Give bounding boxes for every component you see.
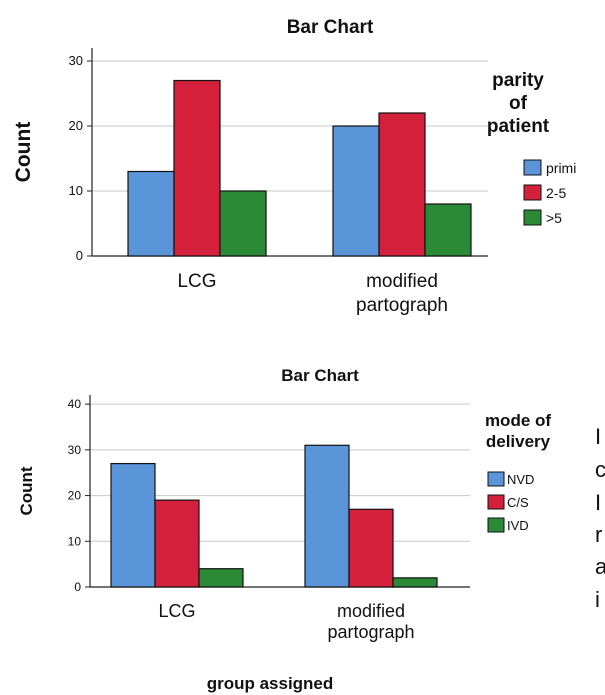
bar-IVD-2 [392, 577, 438, 588]
bar-25-2 [378, 112, 426, 257]
legend-swatch [487, 494, 505, 510]
x-category-label-line: LCG [177, 271, 216, 292]
bar-CS-1 [154, 499, 200, 588]
legend-label: NVD [507, 472, 534, 487]
edge-text-fragment: I [595, 490, 601, 515]
legend-swatch [523, 209, 542, 226]
bar-chart-2: Bar Chart 0 10 20 30 40 LCG modified partograph C… [17, 366, 551, 693]
y-tick-label: 10 [68, 534, 82, 548]
bar-IVD-1 [198, 568, 244, 588]
x-category-label-line: modified [366, 271, 438, 292]
legend-title: parity of patient [487, 70, 550, 137]
y-tick-label: 10 [69, 183, 83, 198]
bar-primi-2 [332, 125, 380, 257]
bar-primi-1 [127, 170, 175, 257]
x-category-label: modified partograph [356, 271, 448, 316]
x-category-label-line: modified [337, 601, 405, 621]
bar-5-1 [219, 190, 267, 257]
y-tick-label: 0 [76, 248, 83, 263]
legend-title: mode of delivery [485, 411, 551, 451]
legend-label: 2-5 [546, 185, 566, 201]
bar-5-2 [424, 203, 472, 257]
bar-NVD-1 [110, 462, 156, 588]
legend-swatch [523, 159, 542, 176]
y-tick-label: 30 [69, 53, 83, 68]
y-tick-label: 20 [68, 489, 82, 503]
legend-swatch [523, 184, 542, 201]
legend-swatch [487, 471, 505, 487]
y-tick-label: 30 [68, 443, 82, 457]
edge-text-fragment: a [595, 554, 605, 579]
bar-25-1 [173, 79, 221, 257]
x-category-label: modified partograph [327, 601, 414, 642]
legend-swatch [487, 517, 505, 533]
legend-title-line: mode of [485, 411, 551, 430]
legend-label: C/S [507, 495, 529, 510]
chart-title: Bar Chart [287, 17, 374, 38]
legend-label: >5 [546, 210, 562, 226]
edge-text-fragment: c [595, 457, 605, 482]
edge-text-fragment: i [595, 587, 600, 612]
edge-text-fragment: r [595, 522, 602, 547]
y-tick-label: 0 [74, 580, 81, 594]
x-category-label: LCG [158, 601, 195, 621]
edge-text-fragment: I [595, 424, 601, 449]
legend-title-line: patient [487, 116, 550, 137]
y-axis-label: Count [17, 466, 36, 515]
y-tick-label: 40 [68, 397, 82, 411]
bar-CS-2 [348, 508, 394, 588]
chart-title: Bar Chart [281, 366, 359, 385]
x-axis-label: group assigned [207, 674, 334, 693]
bar-NVD-2 [304, 444, 350, 588]
bar-chart-1: Bar Chart 0 10 20 30 LCG modified partograph Cou… [12, 17, 576, 316]
legend-title-line: delivery [486, 432, 551, 451]
y-tick-label: 20 [69, 118, 83, 133]
y-axis-label: Count [12, 122, 35, 183]
x-category-label-line: partograph [356, 295, 448, 316]
x-category-label-line: LCG [158, 601, 195, 621]
x-category-label-line: partograph [327, 622, 414, 642]
legend-title-line: parity [492, 70, 544, 91]
x-category-label: LCG [177, 271, 216, 292]
legend-label: IVD [507, 518, 529, 533]
legend-title-line: of [509, 93, 528, 114]
legend-label: primi [546, 160, 576, 176]
